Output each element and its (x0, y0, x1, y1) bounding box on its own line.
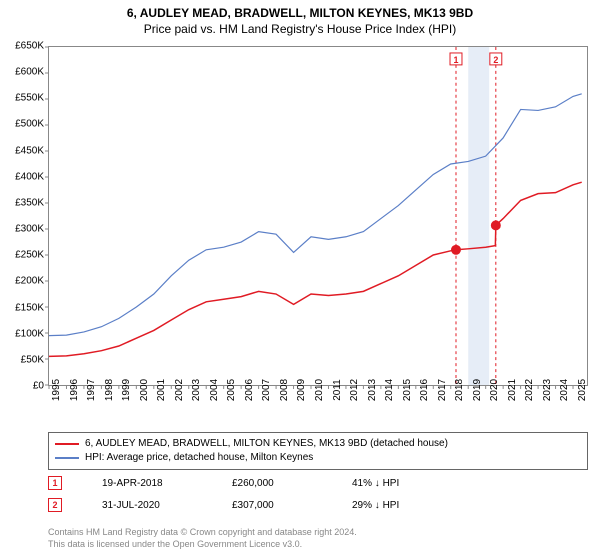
title-line2: Price paid vs. HM Land Registry's House … (0, 20, 600, 36)
xtick-label: 2002 (174, 379, 185, 401)
transaction-row-2: 2 31-JUL-2020 £307,000 29% ↓ HPI (48, 498, 399, 512)
xtick-label: 2012 (349, 379, 360, 401)
xtick-label: 1997 (86, 379, 97, 401)
xtick-label: 2021 (507, 379, 518, 401)
xtick-label: 2000 (139, 379, 150, 401)
xtick-label: 2011 (332, 379, 343, 401)
transaction-row-1: 1 19-APR-2018 £260,000 41% ↓ HPI (48, 476, 399, 490)
xtick-label: 2022 (524, 379, 535, 401)
plot-area: 12 (48, 46, 588, 386)
plot-svg: 12 (49, 47, 587, 385)
legend-swatch-property (55, 443, 79, 445)
xtick-label: 2005 (226, 379, 237, 401)
transaction-date-1: 19-APR-2018 (102, 478, 192, 489)
xtick-label: 2017 (437, 379, 448, 401)
ytick-label: £300K (15, 224, 44, 235)
legend-swatch-hpi (55, 457, 79, 459)
xtick-label: 1998 (104, 379, 115, 401)
xtick-label: 2008 (279, 379, 290, 401)
xtick-label: 2019 (472, 379, 483, 401)
xtick-label: 2014 (384, 379, 395, 401)
transaction-delta-1: 41% ↓ HPI (352, 478, 399, 489)
ytick-label: £600K (15, 67, 44, 78)
xtick-label: 2007 (261, 379, 272, 401)
transaction-badge-2: 2 (48, 498, 62, 512)
transaction-delta-2: 29% ↓ HPI (352, 500, 399, 511)
transaction-badge-1-num: 1 (52, 478, 57, 488)
xtick-label: 2024 (559, 379, 570, 401)
legend-item-property: 6, AUDLEY MEAD, BRADWELL, MILTON KEYNES,… (55, 437, 581, 451)
xtick-label: 1996 (69, 379, 80, 401)
transaction-price-1: £260,000 (232, 478, 312, 489)
xtick-label: 2025 (577, 379, 588, 401)
ytick-label: £400K (15, 171, 44, 182)
legend-label-hpi: HPI: Average price, detached house, Milt… (85, 451, 313, 465)
ytick-label: £500K (15, 119, 44, 130)
footer-line2: This data is licensed under the Open Gov… (48, 538, 357, 550)
transaction-date-2: 31-JUL-2020 (102, 500, 192, 511)
xtick-label: 2013 (367, 379, 378, 401)
footer: Contains HM Land Registry data © Crown c… (48, 526, 357, 550)
ytick-label: £550K (15, 93, 44, 104)
transaction-badge-2-num: 2 (52, 500, 57, 510)
xtick-label: 2009 (296, 379, 307, 401)
svg-text:2: 2 (493, 55, 498, 65)
title-line1: 6, AUDLEY MEAD, BRADWELL, MILTON KEYNES,… (0, 0, 600, 20)
xtick-label: 1999 (121, 379, 132, 401)
ytick-label: £0 (33, 381, 44, 392)
transaction-badge-1: 1 (48, 476, 62, 490)
ytick-label: £350K (15, 197, 44, 208)
xtick-label: 2004 (209, 379, 220, 401)
xtick-label: 2018 (454, 379, 465, 401)
ytick-label: £150K (15, 302, 44, 313)
ytick-label: £100K (15, 328, 44, 339)
ytick-label: £250K (15, 250, 44, 261)
transaction-price-2: £307,000 (232, 500, 312, 511)
xtick-label: 2015 (402, 379, 413, 401)
xtick-label: 2010 (314, 379, 325, 401)
legend-item-hpi: HPI: Average price, detached house, Milt… (55, 451, 581, 465)
xtick-label: 2023 (542, 379, 553, 401)
ytick-label: £50K (21, 354, 44, 365)
xtick-label: 2020 (489, 379, 500, 401)
xtick-label: 2003 (191, 379, 202, 401)
xtick-label: 1995 (51, 379, 62, 401)
ytick-label: £200K (15, 276, 44, 287)
chart-container: 6, AUDLEY MEAD, BRADWELL, MILTON KEYNES,… (0, 0, 600, 560)
legend: 6, AUDLEY MEAD, BRADWELL, MILTON KEYNES,… (48, 432, 588, 470)
xtick-label: 2016 (419, 379, 430, 401)
ytick-label: £450K (15, 145, 44, 156)
svg-text:1: 1 (453, 55, 458, 65)
ytick-label: £650K (15, 41, 44, 52)
footer-line1: Contains HM Land Registry data © Crown c… (48, 526, 357, 538)
xtick-label: 2001 (156, 379, 167, 401)
legend-label-property: 6, AUDLEY MEAD, BRADWELL, MILTON KEYNES,… (85, 437, 448, 451)
xtick-label: 2006 (244, 379, 255, 401)
